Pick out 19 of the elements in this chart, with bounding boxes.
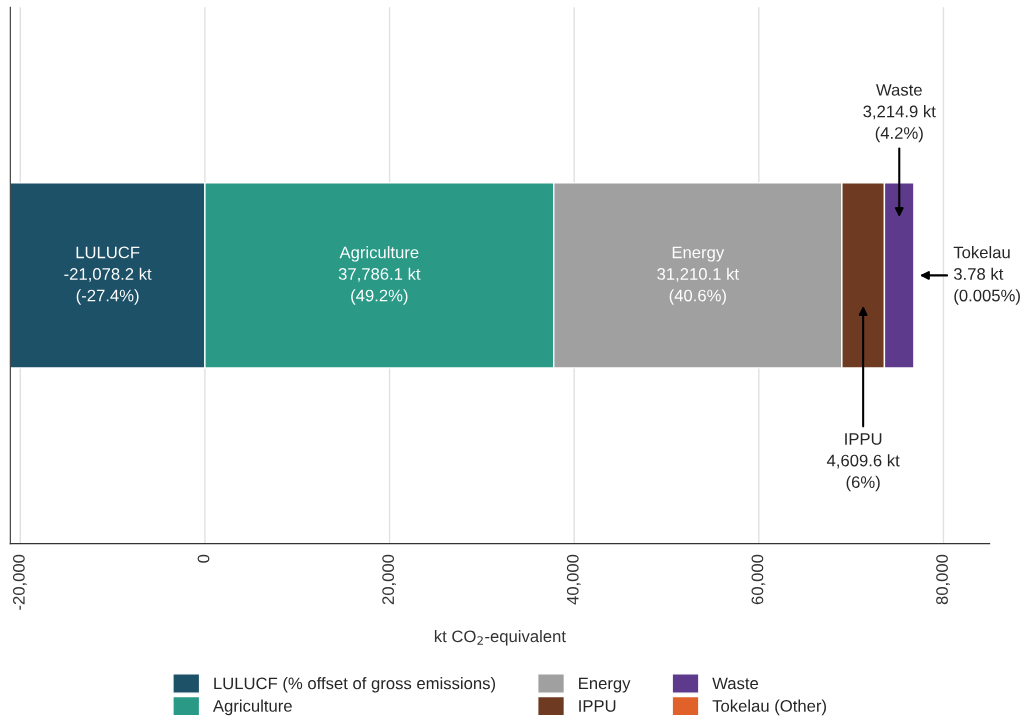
data-label: Tokelau 3.78 kt (0.005%) [953,246,1020,305]
legend-label: Tokelau (Other) [712,699,826,716]
data-label: Waste 3,214.9 kt (4.2%) [863,84,936,143]
data-label: Agriculture 37,786.1 kt (49.2%) [338,246,421,305]
x-tick-label: 60,000 [751,554,766,605]
legend-label: LULUCF (% offset of gross emissions) [214,677,496,693]
data-label: Energy 31,210.1 kt (40.6%) [657,246,739,305]
legend-label: Waste [712,677,759,690]
legend-label: Energy [579,677,631,693]
x-tick-label: 40,000 [566,554,581,605]
legend-label: IPPU [579,700,616,712]
x-tick-label: 20,000 [382,554,396,605]
x-axis-title: kt CO$_{2}$-equivalent [434,629,566,646]
legend-label: Agriculture [212,699,292,716]
data-label: LULUCF -21,078.2 kt (-27.4%) [64,246,152,305]
x-tick-label: 80,000 [936,554,950,605]
data-label: IPPU 4,609.6 kt (6%) [826,433,900,492]
x-tick-label: 0 [197,554,210,563]
x-tick-label: -20,000 [12,554,27,610]
